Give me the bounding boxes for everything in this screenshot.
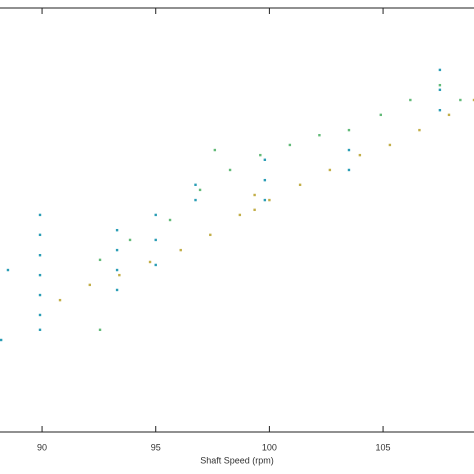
point: [268, 198, 271, 202]
point: [154, 213, 157, 217]
x-tick-label: 95: [151, 442, 161, 452]
point: [38, 293, 42, 297]
point: [388, 143, 392, 147]
point: [154, 238, 157, 242]
point: [472, 98, 474, 102]
point: [347, 168, 351, 172]
point: [38, 213, 42, 217]
x-tick-label: 90: [37, 442, 47, 452]
point: [209, 233, 212, 237]
point: [154, 263, 157, 267]
point: [328, 168, 332, 172]
point: [253, 208, 256, 212]
point: [358, 153, 362, 157]
point: [38, 313, 42, 317]
point: [179, 248, 182, 252]
point: [228, 168, 232, 172]
point: [98, 328, 102, 332]
point: [115, 228, 119, 232]
point: [213, 148, 217, 152]
x-tick-label: 100: [262, 442, 277, 452]
x-tick-label: 105: [376, 442, 391, 452]
point: [253, 193, 256, 197]
point: [238, 213, 242, 217]
point: [115, 288, 119, 292]
point: [438, 68, 442, 72]
point: [0, 338, 3, 342]
point: [115, 248, 119, 252]
point: [263, 178, 267, 182]
point: [38, 253, 42, 257]
point: [128, 238, 132, 242]
point: [438, 108, 442, 112]
point: [347, 128, 351, 132]
point: [418, 128, 421, 132]
point: [347, 148, 351, 152]
point: [288, 143, 292, 147]
point: [263, 158, 267, 161]
point: [447, 113, 451, 117]
point: [259, 153, 262, 157]
point: [263, 198, 267, 202]
point: [98, 258, 102, 262]
point: [194, 198, 197, 202]
point: [58, 298, 62, 302]
point: [459, 98, 462, 102]
point: [38, 328, 42, 332]
point: [298, 183, 302, 187]
point: [198, 188, 202, 192]
point: [38, 233, 42, 237]
point: [6, 268, 10, 272]
point: [409, 98, 412, 102]
point: [379, 113, 382, 117]
point: [318, 134, 321, 137]
point: [168, 218, 172, 222]
point: [88, 283, 91, 287]
point: [194, 183, 197, 187]
point: [438, 88, 442, 92]
x-axis-label: Shaft Speed (rpm): [200, 455, 274, 465]
point: [438, 83, 442, 87]
point: [38, 273, 42, 277]
point: [115, 268, 119, 272]
point: [118, 273, 121, 277]
point: [148, 260, 152, 264]
